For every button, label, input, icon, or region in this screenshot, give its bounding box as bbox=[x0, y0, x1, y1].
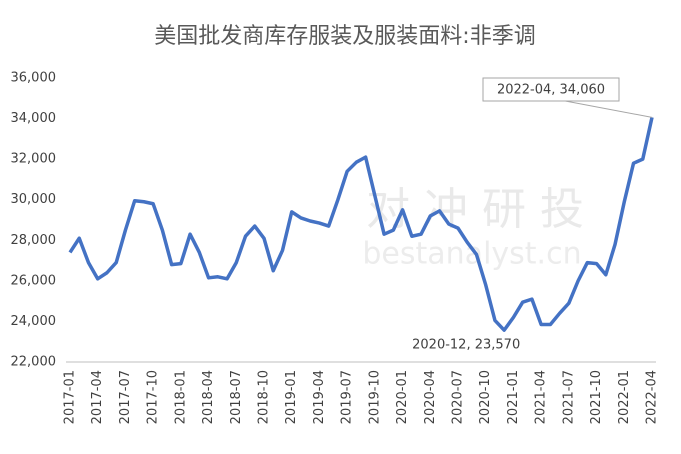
y-tick-label: 26,000 bbox=[11, 273, 57, 288]
x-tick-label: 2017-04 bbox=[90, 370, 105, 424]
x-tick-label: 2020-04 bbox=[423, 370, 438, 424]
x-tick-label: 2019-10 bbox=[367, 370, 382, 424]
y-tick-label: 32,000 bbox=[11, 152, 57, 167]
x-tick-label: 2022-01 bbox=[617, 370, 632, 424]
x-tick-label: 2019-01 bbox=[284, 370, 299, 424]
x-tick-label: 2018-04 bbox=[201, 370, 216, 424]
chart-title: 美国批发商库存服装及服装面料:非季调 bbox=[154, 24, 535, 49]
x-tick-label: 2018-01 bbox=[173, 370, 188, 424]
x-tick-label: 2019-04 bbox=[312, 370, 327, 424]
annotation: 2022-04, 34,060 bbox=[497, 83, 605, 98]
y-tick-label: 24,000 bbox=[11, 314, 57, 329]
x-tick-label: 2021-01 bbox=[506, 370, 521, 424]
annotation: 2020-12, 23,570 bbox=[412, 338, 520, 353]
y-tick-label: 30,000 bbox=[11, 192, 57, 207]
y-tick-label: 22,000 bbox=[11, 355, 57, 370]
x-tick-label: 2020-01 bbox=[395, 370, 410, 424]
x-tick-label: 2021-07 bbox=[561, 370, 576, 424]
y-tick-label: 36,000 bbox=[11, 71, 57, 86]
x-tick-label: 2022-04 bbox=[645, 370, 660, 424]
x-tick-label: 2018-10 bbox=[257, 370, 272, 424]
y-tick-label: 28,000 bbox=[11, 233, 57, 248]
x-tick-label: 2018-07 bbox=[229, 370, 244, 424]
x-tick-label: 2017-07 bbox=[118, 370, 133, 424]
x-tick-label: 2021-04 bbox=[534, 370, 549, 424]
x-tick-label: 2017-10 bbox=[146, 370, 161, 424]
watermark: 对 冲 研 投 bbox=[366, 184, 584, 235]
x-tick-label: 2020-07 bbox=[451, 370, 466, 424]
annotation-box bbox=[482, 77, 620, 102]
x-tick-label: 2017-01 bbox=[63, 370, 78, 424]
x-tick-label: 2020-10 bbox=[478, 370, 493, 424]
watermark: bestanalyst.cn bbox=[362, 237, 581, 272]
x-tick-label: 2021-10 bbox=[589, 370, 604, 424]
annotation-leader bbox=[559, 99, 653, 118]
x-tick-label: 2019-07 bbox=[340, 370, 355, 424]
y-tick-label: 34,000 bbox=[11, 111, 57, 126]
line-series bbox=[68, 116, 654, 332]
